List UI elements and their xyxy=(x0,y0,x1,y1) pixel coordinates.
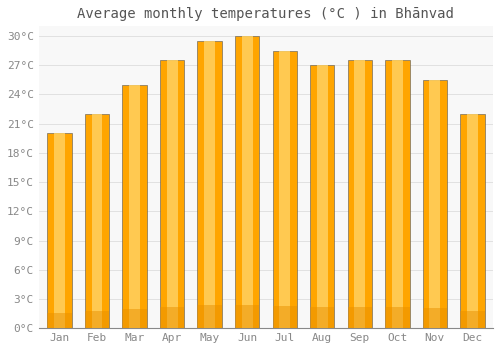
Bar xyxy=(422,308,447,328)
Bar xyxy=(272,51,297,328)
Bar xyxy=(392,60,403,328)
Bar xyxy=(385,60,409,328)
Bar xyxy=(354,60,366,328)
Bar xyxy=(430,80,440,328)
Bar xyxy=(348,307,372,328)
Bar xyxy=(122,309,146,328)
Bar xyxy=(235,305,260,328)
Title: Average monthly temperatures (°C ) in Bhānvad: Average monthly temperatures (°C ) in Bh… xyxy=(78,7,454,21)
Bar xyxy=(198,41,222,328)
Bar xyxy=(348,60,372,328)
Bar xyxy=(310,307,334,328)
Bar xyxy=(92,114,102,328)
Bar xyxy=(279,51,290,328)
Bar xyxy=(48,133,72,328)
Bar xyxy=(385,307,409,328)
Bar xyxy=(160,307,184,328)
Bar xyxy=(272,306,297,328)
Bar xyxy=(317,65,328,328)
Bar xyxy=(85,311,109,328)
Bar xyxy=(467,114,478,328)
Bar xyxy=(235,36,260,328)
Bar xyxy=(310,65,334,328)
Bar xyxy=(54,133,65,328)
Bar xyxy=(422,80,447,328)
Bar xyxy=(242,36,252,328)
Bar xyxy=(204,41,215,328)
Bar xyxy=(460,311,484,328)
Bar xyxy=(166,60,177,328)
Bar xyxy=(198,305,222,328)
Bar xyxy=(85,114,109,328)
Bar xyxy=(460,114,484,328)
Bar xyxy=(160,60,184,328)
Bar xyxy=(122,85,146,328)
Bar xyxy=(48,313,72,328)
Bar xyxy=(129,85,140,328)
